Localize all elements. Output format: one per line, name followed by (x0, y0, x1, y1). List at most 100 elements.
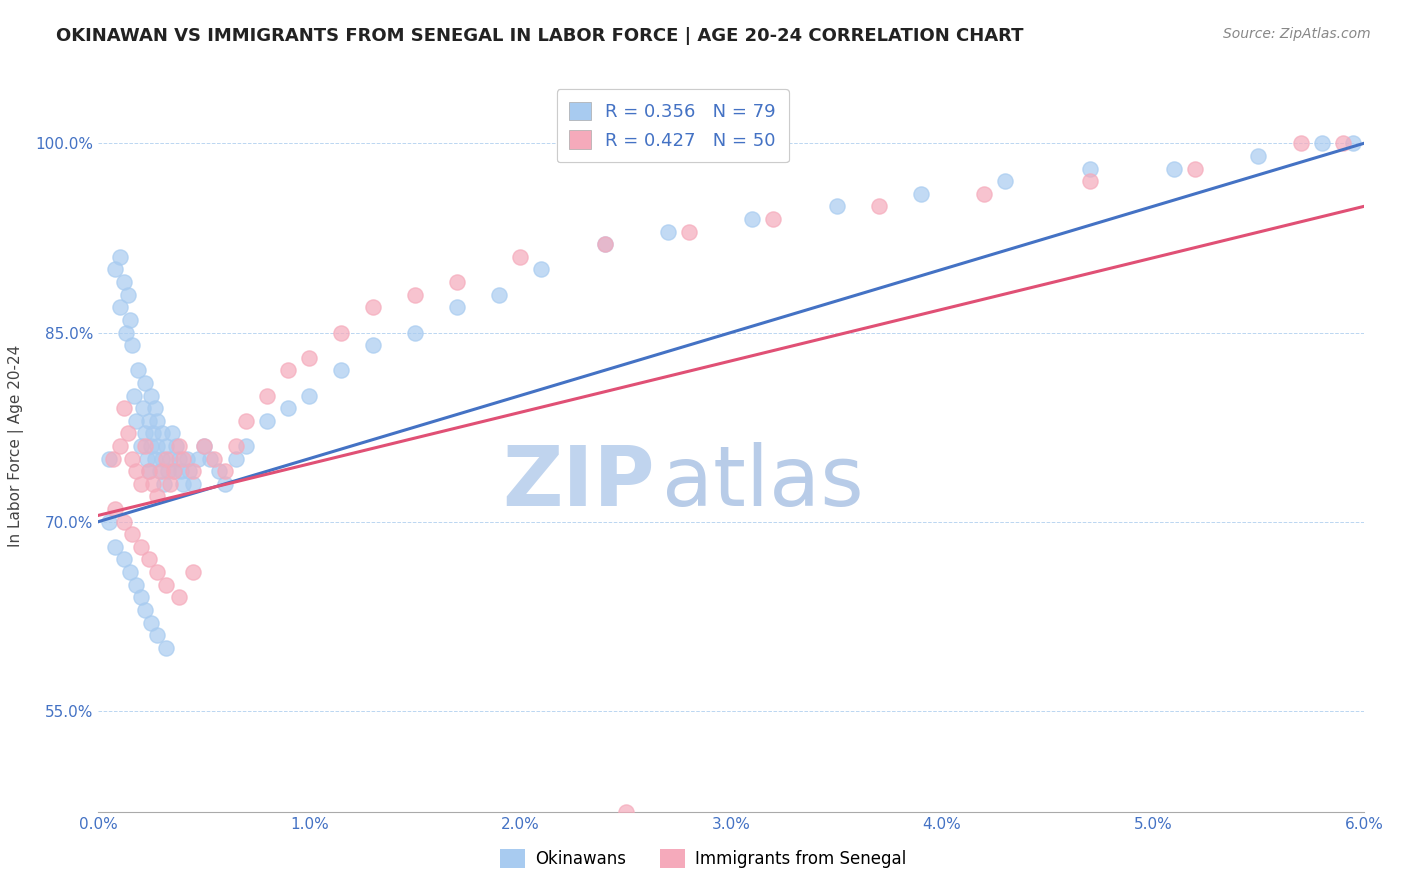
Point (146, 490, 169, 504)
Point (1078, 161, 1101, 176)
Point (404, 326, 426, 340)
Point (124, 388, 146, 402)
Point (150, 451, 173, 466)
Point (108, 439, 131, 453)
Point (129, 439, 152, 453)
Point (121, 338, 143, 352)
Point (446, 275, 468, 289)
Point (1341, 136, 1364, 151)
Point (98, 515, 121, 529)
Legend: R = 0.356   N = 79, R = 0.427   N = 50: R = 0.356 N = 79, R = 0.427 N = 50 (557, 89, 789, 162)
Point (193, 439, 215, 453)
Point (146, 565, 169, 579)
Text: ZIP: ZIP (503, 442, 655, 523)
Point (136, 451, 159, 466)
Point (112, 515, 135, 529)
Point (138, 414, 160, 428)
Point (1078, 174, 1101, 188)
Point (142, 476, 165, 491)
Point (277, 401, 299, 416)
Point (115, 326, 138, 340)
Point (120, 565, 141, 579)
Point (104, 262, 127, 277)
Point (1310, 136, 1333, 151)
Point (103, 451, 125, 466)
Point (155, 439, 177, 453)
Point (141, 388, 163, 402)
Point (138, 464, 160, 478)
Point (678, 225, 700, 239)
Point (141, 439, 163, 453)
Point (183, 565, 205, 579)
Point (162, 426, 183, 441)
Point (593, 237, 616, 252)
Point (200, 451, 222, 466)
Point (225, 451, 247, 466)
Point (235, 439, 257, 453)
Point (361, 300, 384, 314)
Point (121, 451, 143, 466)
Point (404, 287, 426, 301)
Point (446, 300, 468, 314)
Point (973, 186, 995, 201)
Point (172, 451, 194, 466)
Point (298, 388, 321, 402)
Point (741, 212, 763, 227)
Point (138, 552, 160, 566)
Point (155, 451, 177, 466)
Point (104, 502, 127, 516)
Point (1184, 161, 1206, 176)
Text: Source: ZipAtlas.com: Source: ZipAtlas.com (1223, 27, 1371, 41)
Text: atlas: atlas (661, 442, 863, 523)
Point (150, 426, 173, 441)
Point (98, 451, 121, 466)
Point (129, 591, 152, 605)
Y-axis label: In Labor Force | Age 20-24: In Labor Force | Age 20-24 (8, 345, 24, 547)
Point (150, 464, 173, 478)
Point (149, 464, 172, 478)
Point (129, 540, 152, 554)
Point (163, 464, 186, 478)
Point (155, 578, 177, 592)
Point (125, 578, 148, 592)
Point (159, 476, 181, 491)
Point (138, 464, 160, 478)
Point (112, 275, 135, 289)
Point (614, 805, 637, 819)
Point (868, 199, 890, 213)
Point (112, 552, 135, 566)
Point (208, 464, 231, 478)
Point (167, 439, 190, 453)
Point (142, 426, 165, 441)
Point (134, 376, 156, 390)
Point (530, 262, 553, 277)
Point (153, 476, 174, 491)
Point (277, 363, 299, 377)
Point (329, 363, 352, 377)
Point (146, 414, 169, 428)
Point (157, 464, 180, 478)
Point (183, 476, 205, 491)
Point (155, 640, 177, 655)
Point (329, 326, 352, 340)
Point (163, 464, 186, 478)
Point (108, 300, 131, 314)
Point (145, 401, 166, 416)
Point (256, 414, 278, 428)
Point (125, 414, 148, 428)
Point (146, 439, 169, 453)
Point (104, 540, 127, 554)
Point (128, 363, 150, 377)
Point (1289, 136, 1312, 151)
Point (134, 603, 156, 617)
Point (488, 287, 510, 301)
Point (214, 464, 236, 478)
Point (132, 401, 155, 416)
Point (1163, 161, 1185, 176)
Point (825, 199, 848, 213)
Point (117, 426, 139, 441)
Point (125, 464, 148, 478)
Text: OKINAWAN VS IMMIGRANTS FROM SENEGAL IN LABOR FORCE | AGE 20-24 CORRELATION CHART: OKINAWAN VS IMMIGRANTS FROM SENEGAL IN L… (56, 27, 1024, 45)
Point (166, 439, 188, 453)
Point (141, 615, 163, 630)
